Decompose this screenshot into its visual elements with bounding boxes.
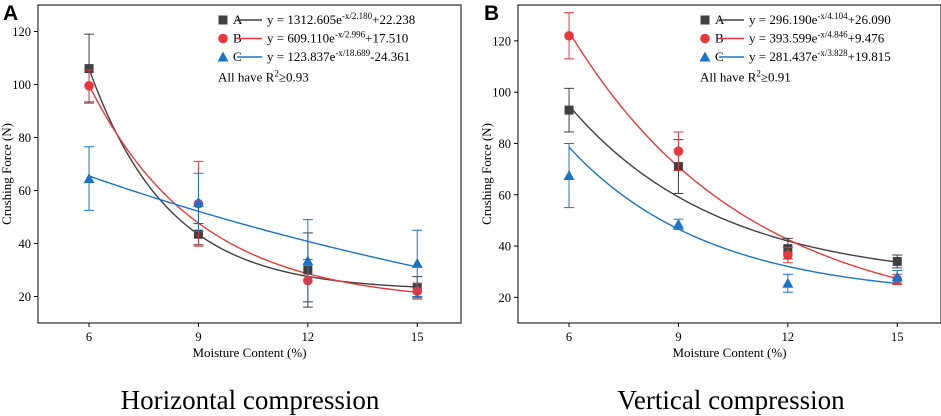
data-point-c (83, 173, 95, 184)
legend-marker-c (217, 51, 229, 62)
data-point-b (84, 81, 94, 91)
data-point-c (192, 196, 204, 207)
y-tick-label: 120 (492, 34, 511, 48)
y-tick-label: 60 (19, 184, 32, 198)
note-text: All have R (218, 70, 275, 85)
data-point-c (563, 170, 575, 181)
equation-base: y = 1312.605e (267, 12, 342, 27)
legend-equation-c: y = 281.437e-x/3.828+19.815 (749, 48, 891, 64)
legend-marker-c (699, 51, 711, 62)
y-tick-label: 100 (492, 86, 511, 100)
note-text: All have R (700, 70, 757, 85)
equation-base: y = 281.437e (749, 49, 818, 64)
legend-marker-a (218, 15, 228, 25)
panel-letter: A (3, 2, 18, 25)
equation-exponent: -x/4.846 (817, 30, 848, 40)
y-tick-label: 40 (19, 237, 32, 251)
fit-curve-c (88, 175, 418, 268)
legend-equation-b: y = 609.110e-x/2.996+17.510 (267, 30, 408, 46)
note-tail: ≥0.91 (761, 70, 791, 85)
equation-base: y = 123.837e (267, 49, 336, 64)
panel-caption: Horizontal compression (121, 385, 380, 415)
note-sup: 2 (756, 69, 761, 79)
x-tick-label: 9 (675, 330, 681, 344)
equation-exponent: -x/4.104 (817, 11, 848, 21)
equation-exponent: -x/18.689 (335, 48, 370, 58)
fit-curve-a (568, 105, 898, 263)
data-point-b (673, 146, 684, 156)
chart-panel-a: A 20 40 60 80 100 120 6 9 12 15 Moisture Content (%… (0, 2, 462, 415)
data-point-c (672, 218, 684, 229)
equation-constant: +9.476 (848, 31, 885, 46)
y-tick-label: 100 (12, 78, 31, 92)
data-point-c (411, 257, 423, 268)
x-tick-label: 12 (302, 330, 315, 344)
x-tick-label: 9 (195, 330, 201, 344)
data-point-a (892, 256, 902, 266)
data-point-c (302, 255, 314, 266)
data-point-c (782, 277, 794, 288)
equation-exponent: -x/3.828 (817, 48, 848, 58)
x-tick-label: 6 (86, 330, 92, 344)
fit-curve-b (568, 31, 898, 280)
legend-marker-b (218, 33, 228, 44)
equation-constant: +22.238 (372, 12, 415, 27)
x-axis-label: Moisture Content (%) (672, 345, 786, 360)
equation-base: y = 393.599e (749, 31, 818, 46)
equation-constant: +26.090 (848, 12, 891, 27)
y-tick-label: 120 (12, 25, 31, 39)
y-tick-label: 40 (499, 240, 512, 254)
x-axis-label: Moisture Content (%) (192, 345, 306, 360)
x-tick-label: 15 (411, 330, 424, 344)
equation-base: y = 609.110e (267, 31, 335, 46)
r-squared-note: All have R2≥0.93 (218, 69, 309, 85)
y-tick-label: 60 (499, 188, 512, 202)
x-tick-label: 12 (782, 330, 795, 344)
legend-marker-b (700, 33, 710, 44)
plot-frame (37, 4, 462, 324)
fit-curve-c (568, 146, 898, 285)
equation-constant: +17.510 (365, 31, 408, 46)
equation-exponent: -x/2.996 (335, 30, 366, 40)
x-tick-label: 6 (566, 330, 572, 344)
note-tail: ≥0.93 (279, 70, 309, 85)
equation-constant: +19.815 (848, 49, 891, 64)
chart-panel-b: B 20 40 60 80 100 120 6 9 12 15 Moisture Content (%… (479, 2, 941, 415)
data-point-c (891, 271, 903, 282)
y-axis-label: Crushing Force (N) (479, 123, 494, 225)
legend-equation-a: y = 1312.605e-x/2.180+22.238 (267, 11, 415, 27)
y-tick-label: 20 (19, 290, 32, 304)
equation-constant: -24.361 (370, 49, 410, 64)
fit-curve-b (88, 84, 418, 293)
y-tick-label: 20 (499, 291, 512, 305)
x-tick-label: 15 (891, 330, 904, 344)
y-tick-label: 80 (19, 131, 32, 145)
data-point-a (564, 105, 574, 115)
plot-frame (517, 4, 941, 324)
equation-exponent: -x/2.180 (342, 11, 373, 21)
r-squared-note: All have R2≥0.91 (700, 69, 791, 85)
equation-base: y = 296.190e (749, 12, 818, 27)
data-point-a (84, 64, 94, 74)
legend-equation-a: y = 296.190e-x/4.104+26.090 (749, 11, 891, 27)
data-point-b (783, 250, 793, 260)
y-axis-label: Crushing Force (N) (0, 123, 14, 225)
y-tick-label: 80 (499, 137, 512, 151)
fit-curve-a (88, 68, 418, 288)
note-sup: 2 (274, 69, 279, 79)
legend-equation-c: y = 123.837e-x/18.689-24.361 (267, 48, 410, 64)
legend-marker-a (700, 15, 710, 25)
data-point-b (564, 30, 574, 41)
panel-caption: Vertical compression (617, 385, 845, 415)
legend-equation-b: y = 393.599e-x/4.846+9.476 (749, 30, 885, 46)
panel-letter: B (484, 2, 499, 25)
